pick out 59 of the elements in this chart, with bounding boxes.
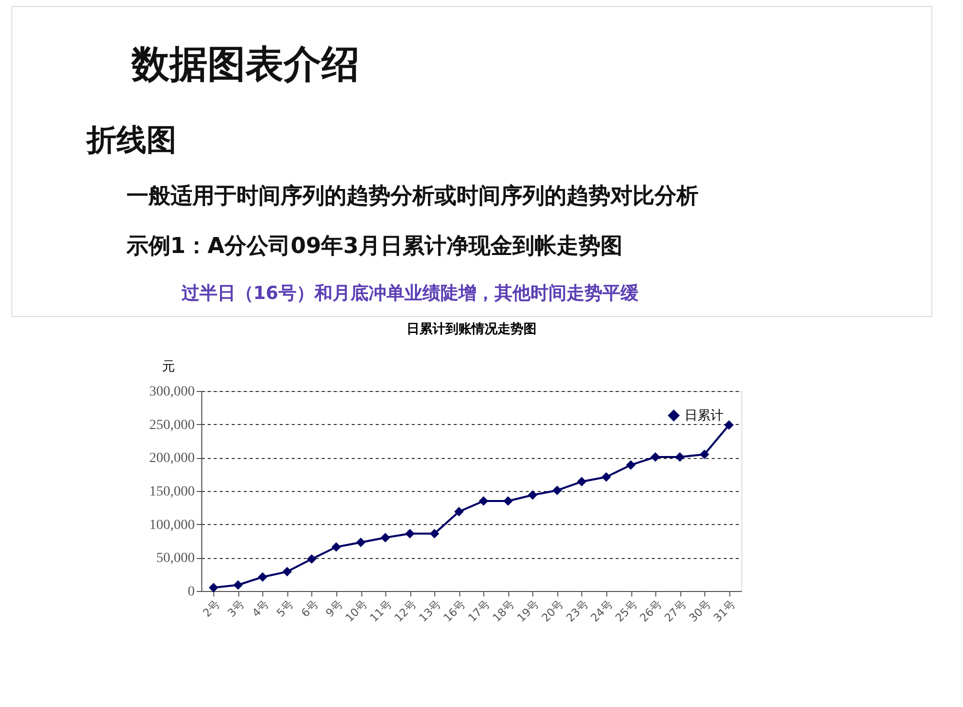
y-tick-label: 0 — [188, 584, 195, 600]
x-tick-label: 4号 — [250, 598, 272, 620]
point — [602, 472, 611, 482]
y-tick-label: 100,000 — [149, 518, 195, 533]
x-tick-label: 27号 — [662, 598, 689, 625]
y-tick-label: 250,000 — [149, 418, 195, 433]
x-tick-label: 23号 — [564, 598, 591, 625]
point — [626, 460, 636, 470]
x-tick-label: 11号 — [367, 598, 394, 625]
point — [576, 476, 586, 486]
point — [650, 452, 660, 462]
x-tick-label: 3号 — [225, 598, 248, 620]
x-tick-label: 26号 — [637, 598, 664, 625]
text: 过半日（16号）和月底冲单业绩陡增，其他时间走势平缓 — [180, 283, 640, 304]
x-tick-label: 16号 — [441, 598, 468, 625]
y-axis-title: 元 — [162, 360, 175, 374]
x-tick-label: 19号 — [514, 598, 542, 625]
point — [724, 420, 734, 430]
text: 一般适用于时间序列的趋势分析或时间序列的趋势对比分析 — [126, 183, 698, 209]
point — [356, 538, 366, 548]
point — [552, 486, 562, 496]
x-tick-label: 30号 — [686, 598, 714, 625]
point — [478, 496, 488, 506]
legend-label: 日累计 — [684, 408, 724, 424]
x-tick-label: 25号 — [612, 598, 640, 625]
point — [282, 566, 292, 576]
x-tick-label: 17号 — [466, 598, 493, 625]
x-tick-label: 6号 — [298, 598, 321, 620]
chart-title: 日累计到账情况走势图 — [406, 321, 536, 337]
x-tick-label: 5号 — [274, 598, 296, 620]
point — [675, 452, 685, 462]
point — [528, 490, 538, 500]
point — [700, 450, 710, 460]
x-tick-label: 12号 — [392, 598, 419, 625]
x-tick-label: 9号 — [323, 598, 346, 620]
point — [208, 582, 218, 592]
text: 示例1：A分公司09年3月日累计净现金到帐走势图 — [125, 234, 623, 259]
point — [306, 554, 316, 564]
x-tick-label: 31号 — [711, 598, 738, 625]
point — [233, 580, 243, 590]
x-tick-label: 13号 — [416, 598, 444, 625]
y-tick-label: 50,000 — [156, 551, 195, 566]
y-tick-label: 150,000 — [149, 484, 195, 500]
point — [405, 528, 415, 538]
point — [258, 572, 268, 582]
x-tick-label: 18号 — [490, 598, 518, 625]
point — [332, 542, 341, 552]
x-tick-label: 24号 — [588, 598, 616, 625]
y-tick-label: 300,000 — [149, 384, 195, 400]
chart-subtitle: 数据图表介绍 — [130, 42, 360, 86]
y-tick-label: 200,000 — [149, 451, 195, 466]
x-tick-label: 20号 — [539, 598, 566, 625]
x-tick-label: 2号 — [200, 598, 223, 620]
x-tick-label: 10号 — [342, 598, 370, 625]
point — [454, 506, 464, 516]
point — [503, 496, 513, 506]
text: 折线图 — [85, 123, 176, 158]
point — [380, 532, 390, 542]
point — [430, 528, 440, 538]
